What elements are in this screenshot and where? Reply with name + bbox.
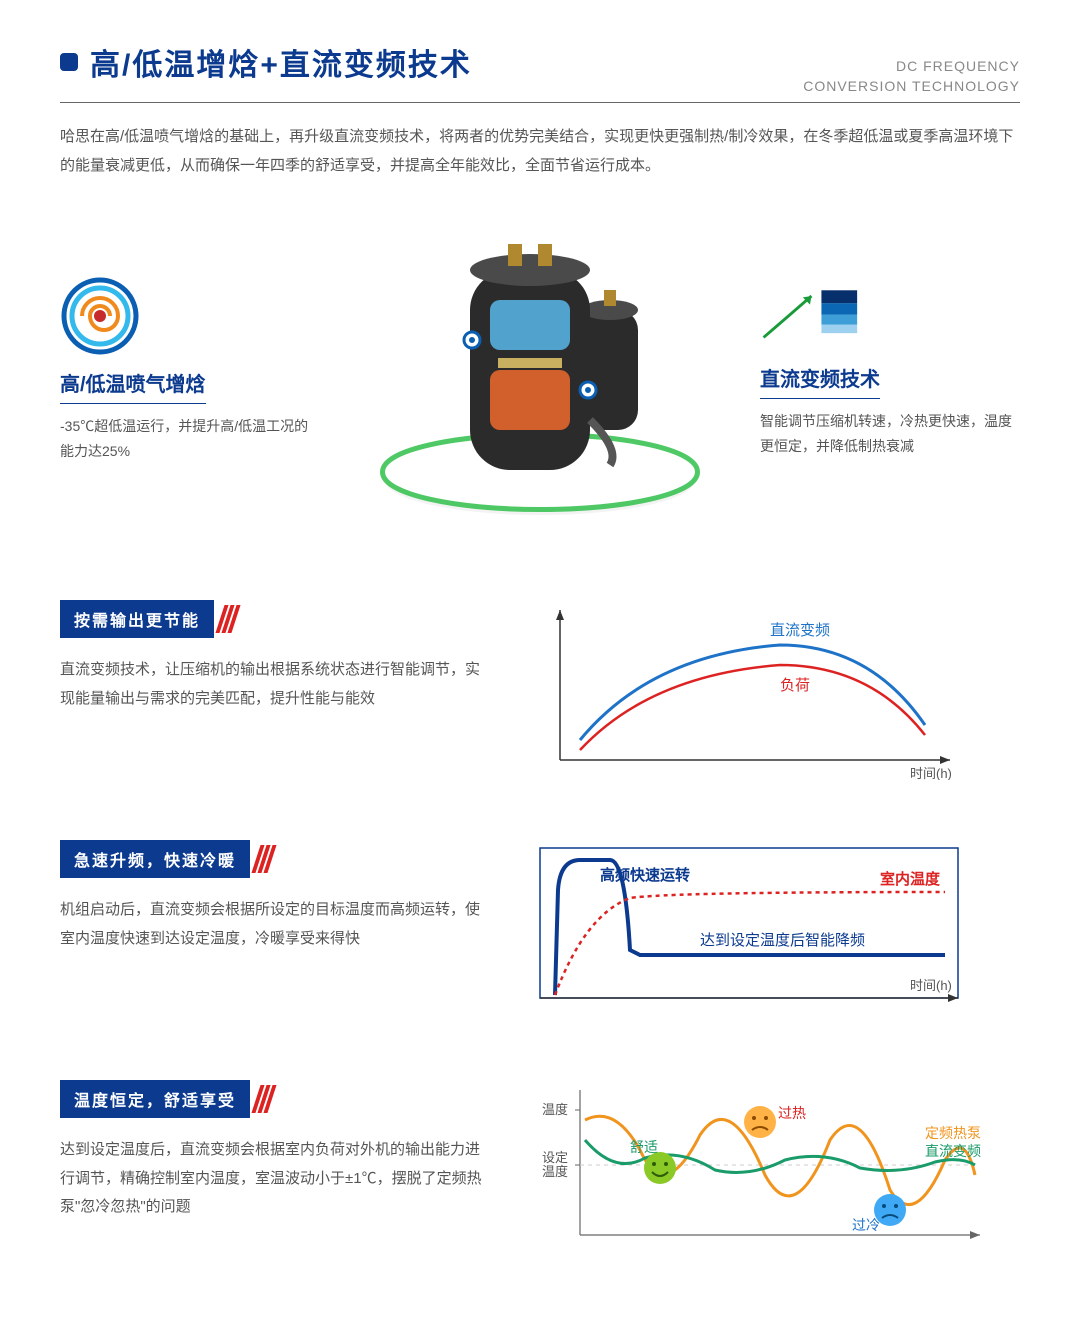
chart-1: 直流变频 负荷 时间(h): [530, 600, 1020, 780]
subtitle-line-2: CONVERSION TECHNOLOGY: [803, 77, 1020, 97]
hero-left-title: 高/低温喷气增焓: [60, 368, 206, 404]
section-2-text: 急速升频，快速冷暖 机组启动后，直流变频会根据所设定的目标温度而高频运转，使室内…: [60, 840, 490, 953]
header: 高/低温增焓+直流变频技术 DC FREQUENCY CONVERSION TE…: [60, 40, 1020, 103]
chart1-xlabel: 时间(h): [910, 766, 952, 780]
chart3-ylabel-top: 温度: [542, 1102, 568, 1117]
section-1-tag-label: 按需输出更节能: [60, 600, 214, 638]
chart3-dc-label: 直流变频: [925, 1143, 981, 1159]
section-1: 按需输出更节能 直流变频技术，让压缩机的输出根据系统状态进行智能调节，实现能量输…: [60, 600, 1020, 780]
chart2-room-label: 室内温度: [880, 870, 941, 888]
intro-paragraph: 哈思在高/低温喷气增焓的基础上，再升级直流变频技术，将两者的优势完美结合，实现更…: [60, 123, 1020, 180]
chart-3: 温度 设定 温度 定频热泵 直流变频 舒适 过热 过冷: [530, 1080, 1020, 1250]
section-2-tag-label: 急速升频，快速冷暖: [60, 840, 250, 878]
section-3-tag: 温度恒定，舒适享受: [60, 1080, 272, 1118]
chart3-comfort-badge: 舒适: [630, 1139, 658, 1155]
chart3-hot-badge: 过热: [778, 1105, 806, 1121]
slash-icon: [256, 845, 272, 873]
slash-icon: [256, 1085, 272, 1113]
section-3-text: 温度恒定，舒适享受 达到设定温度后，直流变频会根据室内负荷对外机的输出能力进行调…: [60, 1080, 490, 1222]
chart3-cold-badge: 过冷: [852, 1217, 880, 1233]
svg-text:设定: 设定: [542, 1150, 568, 1165]
subtitle-english: DC FREQUENCY CONVERSION TECHNOLOGY: [803, 57, 1020, 96]
section-2: 急速升频，快速冷暖 机组启动后，直流变频会根据所设定的目标温度而高频运转，使室内…: [60, 840, 1020, 1020]
section-1-text: 按需输出更节能 直流变频技术，让压缩机的输出根据系统状态进行智能调节，实现能量输…: [60, 600, 490, 713]
hero-right-title: 直流变频技术: [760, 363, 880, 399]
title-bullet-icon: [60, 53, 78, 71]
main-title: 高/低温增焓+直流变频技术: [90, 40, 472, 84]
spiral-icon: [60, 276, 140, 356]
section-3-tag-label: 温度恒定，舒适享受: [60, 1080, 250, 1118]
chart2-xlabel: 时间(h): [910, 978, 952, 993]
section-3-desc: 达到设定温度后，直流变频会根据室内负荷对外机的输出能力进行调节，精确控制室内温度…: [60, 1136, 490, 1222]
main-title-group: 高/低温增焓+直流变频技术: [60, 40, 472, 84]
slash-icon: [220, 605, 236, 633]
chart2-highfreq-label: 高频快速运转: [600, 866, 690, 884]
chart3-fixed-label: 定频热泵: [925, 1125, 981, 1141]
section-2-desc: 机组启动后，直流变频会根据所设定的目标温度而高频运转，使室内温度快速到达设定温度…: [60, 896, 490, 953]
hero-section: 高/低温喷气增焓 -35℃超低温运行，并提升高/低温工况的能力达25%: [60, 220, 1020, 520]
section-3: 温度恒定，舒适享受 达到设定温度后，直流变频会根据室内负荷对外机的输出能力进行调…: [60, 1080, 1020, 1250]
chart2-after-label: 达到设定温度后智能降频: [700, 931, 865, 949]
chart-2: 高频快速运转 室内温度 达到设定温度后智能降频 时间(h): [530, 840, 1020, 1020]
chart1-dc-label: 直流变频: [770, 622, 830, 639]
section-1-tag: 按需输出更节能: [60, 600, 236, 638]
hero-right-desc: 智能调节压缩机转速，冷热更快速，温度更恒定，并降低制热衰减: [760, 409, 1020, 459]
compressor-illustration: [360, 220, 720, 520]
chart1-load-label: 负荷: [780, 677, 810, 694]
hero-left: 高/低温喷气增焓 -35℃超低温运行，并提升高/低温工况的能力达25%: [60, 276, 320, 464]
svg-text:温度: 温度: [542, 1164, 568, 1179]
hero-left-desc: -35℃超低温运行，并提升高/低温工况的能力达25%: [60, 414, 320, 464]
section-1-desc: 直流变频技术，让压缩机的输出根据系统状态进行智能调节，实现能量输出与需求的完美匹…: [60, 656, 490, 713]
arrow-bars-icon: [760, 281, 860, 351]
hero-right: 直流变频技术 智能调节压缩机转速，冷热更快速，温度更恒定，并降低制热衰减: [760, 281, 1020, 459]
section-2-tag: 急速升频，快速冷暖: [60, 840, 272, 878]
subtitle-line-1: DC FREQUENCY: [803, 57, 1020, 77]
